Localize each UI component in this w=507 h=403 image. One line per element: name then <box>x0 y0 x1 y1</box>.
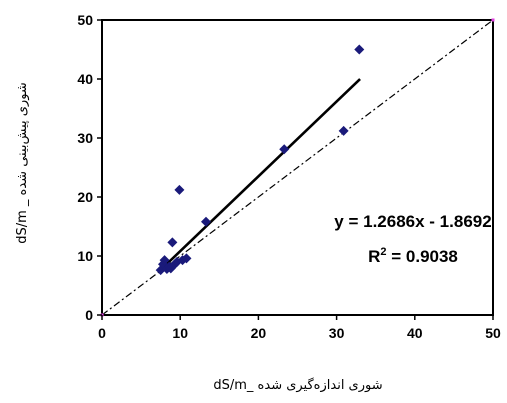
r-squared-label: R2 = 0.9038 <box>368 246 458 266</box>
y-tick-label: 20 <box>77 189 93 205</box>
reference-marker-end <box>491 18 495 22</box>
plot-border <box>101 19 494 316</box>
x-axis-ticks: 0 10 20 30 40 50 <box>98 315 501 341</box>
plot-area <box>101 19 494 316</box>
data-point <box>279 144 290 155</box>
regression-equation: y = 1.2686x - 1.8692 <box>334 212 491 231</box>
data-points <box>155 44 365 276</box>
x-tick-label: 30 <box>329 325 345 341</box>
x-tick-label: 20 <box>251 325 267 341</box>
y-tick-label: 30 <box>77 130 93 146</box>
x-tick-label: 0 <box>98 325 106 341</box>
data-point <box>354 44 365 55</box>
r-squared-superscript: 2 <box>380 246 386 258</box>
data-point <box>338 125 349 136</box>
r-squared-prefix: R <box>368 247 380 266</box>
y-tick-label: 40 <box>77 71 93 87</box>
data-point <box>159 255 170 266</box>
y-tick-label: 0 <box>85 307 93 323</box>
x-axis-title: شوری اندازه‌گیری شده _dS/m <box>213 377 382 393</box>
r-squared-value: = 0.9038 <box>387 247 458 266</box>
y-axis-ticks: 0 10 20 30 40 50 <box>77 12 102 323</box>
data-point <box>174 184 185 195</box>
regression-line <box>159 78 361 271</box>
x-tick-label: 10 <box>172 325 188 341</box>
data-point <box>167 237 178 248</box>
x-tick-label: 40 <box>407 325 423 341</box>
data-point <box>201 216 212 227</box>
trendline-group <box>159 78 361 271</box>
y-axis-title: شوری پیش‌بینی شده _ dS/m <box>15 82 30 244</box>
data-point <box>181 253 192 264</box>
y-tick-label: 50 <box>77 12 93 28</box>
x-tick-label: 50 <box>485 325 501 341</box>
y-tick-label: 10 <box>77 248 93 264</box>
